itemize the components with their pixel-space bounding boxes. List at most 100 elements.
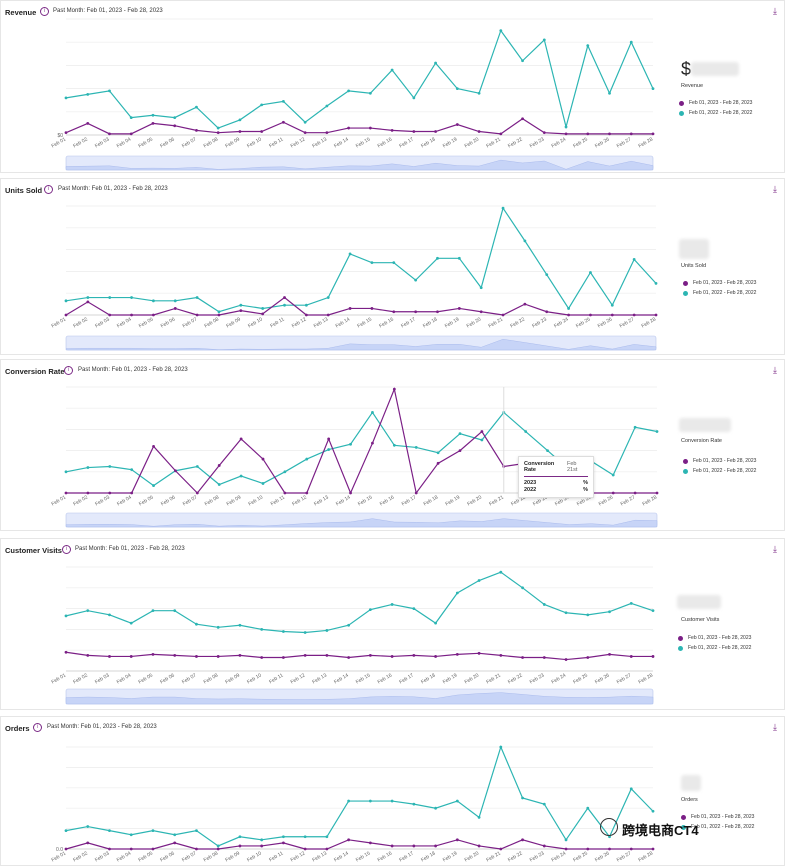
x-tick-label: Feb 01 [51, 850, 68, 863]
data-point-2023 [542, 131, 546, 135]
data-point-2022 [325, 835, 329, 839]
x-tick-label: Feb 06 [159, 672, 176, 685]
x-tick-label: Feb 02 [72, 850, 89, 863]
x-tick-label: Feb 07 [181, 672, 198, 685]
x-tick-label: Feb 19 [445, 494, 462, 507]
data-point-2023 [64, 131, 68, 135]
legend-2022[interactable]: Feb 01, 2022 - Feb 28, 2022 [681, 824, 754, 830]
x-tick-label: Feb 21 [485, 672, 502, 685]
data-point-2023 [86, 841, 90, 845]
data-point-2023 [108, 655, 111, 658]
navigator-series [65, 692, 654, 705]
data-point-2023 [129, 132, 133, 136]
metric-label: Units Sold [681, 263, 707, 269]
x-tick-label: Feb 21 [488, 494, 505, 507]
download-icon[interactable]: ⤓ [773, 6, 777, 16]
data-point-2023 [499, 132, 503, 136]
x-tick-label: Feb 13 [311, 136, 328, 149]
x-tick-label: Feb 12 [290, 672, 307, 685]
legend-2022[interactable]: Feb 01, 2022 - Feb 28, 2022 [678, 645, 751, 651]
period-label: Past Month: Feb 01, 2023 - Feb 28, 2023 [47, 724, 157, 730]
data-point-2022 [434, 61, 437, 65]
info-icon[interactable]: i [64, 366, 73, 375]
legend-2022[interactable]: Feb 01, 2022 - Feb 28, 2022 [683, 290, 756, 296]
panel-title: Conversion Rate [5, 367, 65, 376]
data-point-2022 [368, 608, 372, 612]
x-tick-label: Feb 09 [226, 494, 243, 507]
data-point-2023 [108, 491, 112, 495]
data-point-2022 [455, 799, 459, 803]
download-icon[interactable]: ⤓ [773, 544, 777, 554]
data-point-2023 [434, 130, 437, 133]
data-point-2023 [479, 310, 483, 314]
x-tick-label: Feb 08 [204, 494, 221, 507]
x-tick-label: Feb 27 [620, 494, 637, 507]
data-point-2023 [521, 656, 524, 659]
data-point-2022 [414, 446, 418, 449]
x-tick-label: Feb 22 [509, 316, 526, 329]
data-point-2022 [542, 802, 546, 806]
download-icon[interactable]: ⤓ [773, 184, 777, 194]
x-tick-label: Feb 01 [51, 136, 68, 149]
data-point-2022 [586, 44, 590, 48]
download-icon[interactable]: ⤓ [773, 365, 777, 375]
legend-2023[interactable]: Feb 01, 2023 - Feb 28, 2023 [679, 100, 752, 106]
x-tick-label: Feb 17 [398, 136, 415, 149]
x-tick-label: Feb 03 [94, 136, 111, 149]
x-tick-label: Feb 28 [638, 136, 655, 149]
data-point-2022 [152, 484, 155, 487]
x-tick-label: Feb 17 [398, 850, 415, 863]
data-point-2022 [195, 622, 198, 626]
data-point-2022 [129, 621, 133, 625]
data-point-2022 [64, 829, 68, 833]
tooltip-row-label: 2022 [524, 487, 537, 493]
series-line-2023 [65, 296, 656, 316]
data-point-2022 [260, 628, 264, 631]
data-point-2023 [477, 130, 481, 133]
data-point-2022 [586, 806, 590, 810]
data-point-2023 [174, 469, 177, 473]
x-tick-label: Feb 11 [269, 316, 285, 329]
x-tick-label: Feb 27 [619, 316, 636, 329]
data-point-2023 [586, 132, 590, 136]
data-point-2023 [303, 131, 307, 135]
legend-2023[interactable]: Feb 01, 2023 - Feb 28, 2023 [681, 814, 754, 820]
x-tick-label: Feb 10 [248, 494, 265, 507]
legend-2023[interactable]: Feb 01, 2023 - Feb 28, 2023 [683, 280, 756, 286]
x-tick-label: Feb 18 [423, 494, 440, 507]
legend-2023[interactable]: Feb 01, 2023 - Feb 28, 2023 [678, 635, 751, 641]
x-tick-label: Feb 04 [116, 136, 133, 149]
data-point-2023 [455, 123, 459, 126]
data-point-2022 [651, 609, 655, 613]
data-point-2022 [108, 829, 111, 833]
download-icon[interactable]: ⤓ [773, 722, 777, 732]
data-point-2022 [282, 99, 285, 103]
data-point-2022 [477, 815, 481, 819]
x-tick-label: Feb 03 [94, 850, 111, 863]
legend-2023[interactable]: Feb 01, 2023 - Feb 28, 2023 [683, 458, 756, 464]
info-icon[interactable]: i [62, 545, 71, 554]
data-point-2022 [455, 591, 459, 595]
x-tick-label: Feb 20 [464, 850, 481, 863]
info-icon[interactable]: i [44, 185, 53, 194]
data-point-2022 [305, 457, 309, 461]
info-icon[interactable]: i [33, 723, 42, 732]
x-tick-label: Feb 20 [466, 494, 483, 507]
data-point-2023 [348, 307, 352, 310]
data-point-2022 [216, 625, 220, 629]
info-icon[interactable]: i [40, 7, 49, 16]
x-tick-label: Feb 20 [464, 136, 481, 149]
data-point-2022 [368, 799, 372, 803]
x-tick-label: Feb 06 [159, 136, 176, 149]
x-tick-label: Feb 11 [268, 672, 284, 685]
data-point-2023 [564, 658, 568, 661]
data-point-2022 [64, 299, 68, 303]
legend-2022[interactable]: Feb 01, 2022 - Feb 28, 2022 [683, 468, 756, 474]
x-tick-label: Feb 01 [51, 316, 68, 329]
legend-2022[interactable]: Feb 01, 2022 - Feb 28, 2022 [679, 110, 752, 116]
data-point-2023 [108, 313, 112, 317]
data-point-2023 [303, 847, 307, 851]
navigator-series [65, 159, 654, 171]
legend-swatch [681, 824, 686, 830]
data-point-2023 [608, 847, 611, 851]
